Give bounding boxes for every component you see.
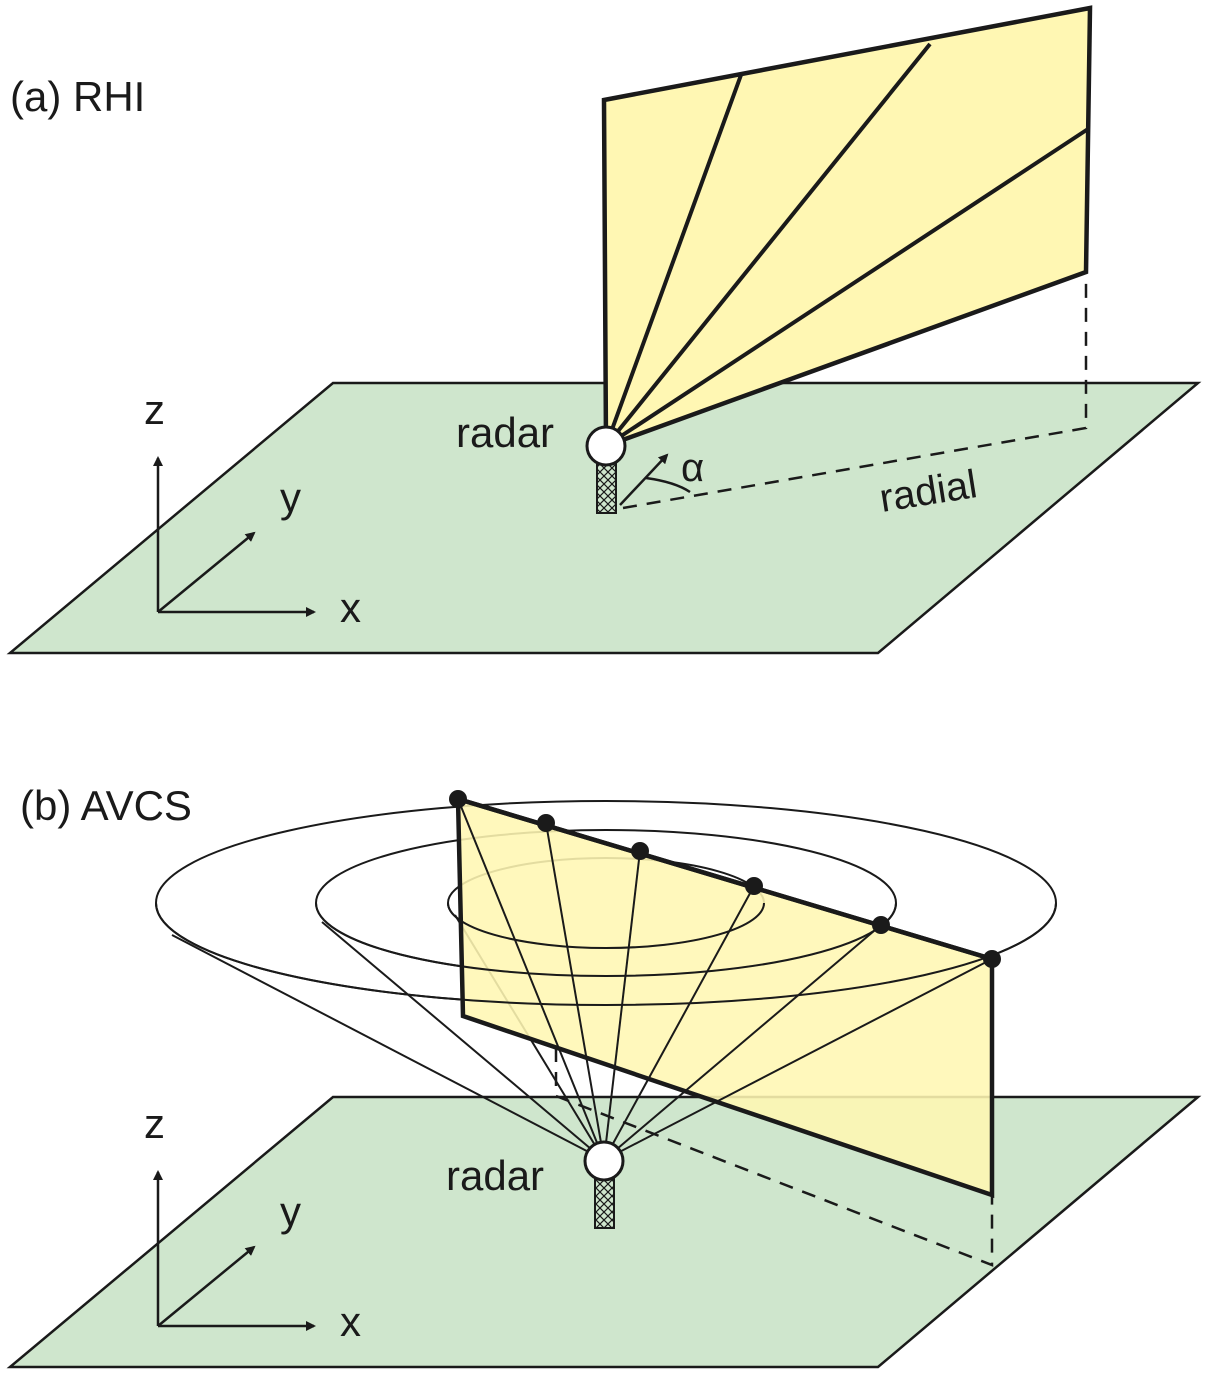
panel-a-title: (a) RHI [10, 73, 145, 120]
panel-b-title: (b) AVCS [20, 782, 192, 829]
intersection-points [449, 790, 1001, 968]
intersection-point-4 [745, 877, 763, 895]
rhi-beam-3 [604, 127, 1090, 448]
radar-tower-a [596, 459, 617, 514]
x-axis-label-a: x [340, 584, 361, 631]
axes-b [153, 1170, 316, 1331]
cone-front-arc-outer [155, 902, 1057, 1006]
radar-dish-a [585, 425, 627, 467]
intersection-point-6 [983, 950, 1001, 968]
radar-label-a: radar [456, 409, 554, 456]
rhi-beams [604, 42, 1090, 448]
y-axis-b [157, 1245, 256, 1327]
radar-dish-b [583, 1140, 625, 1182]
intersection-point-3 [631, 842, 649, 860]
radar-tower-b [594, 1174, 615, 1229]
intersection-point-1 [449, 790, 467, 808]
radial-dashed-projection [622, 275, 1088, 510]
y-axis-label-b: y [280, 1188, 301, 1235]
avcs-beam-2 [603, 924, 882, 1161]
z-axis-label-b: z [144, 1100, 165, 1147]
avcs-beam-6 [457, 798, 605, 1161]
cone-front-arc-inner [447, 902, 765, 949]
z-axis-label-a: z [144, 386, 165, 433]
y-axis-label-a: y [280, 474, 301, 521]
cone-edge-middle-left [321, 921, 605, 1161]
panel-b-avcs: (b) AVCS radar z y x [6, 782, 1202, 1369]
avcs-beam-5 [545, 822, 605, 1161]
x-axis-label-b: x [340, 1298, 361, 1345]
cone-edge-outer-left [171, 934, 605, 1161]
alpha-arrow [619, 453, 669, 506]
avcs-beams [457, 798, 993, 1161]
ground-plane-a [6, 381, 1202, 655]
rhi-beam-2 [604, 42, 932, 448]
intersection-point-2 [537, 814, 555, 832]
avcs-dashed-projection [554, 1048, 994, 1267]
alpha-label: α [681, 446, 704, 490]
cone-front-arc-middle [315, 902, 897, 977]
intersection-point-5 [872, 916, 890, 934]
y-axis-a [157, 531, 256, 613]
cone-front-arcs [155, 902, 1057, 1006]
alpha-arc [645, 476, 691, 494]
rhi-beam-1 [604, 74, 743, 447]
panel-a-rhi: (a) RHI radar α radial z y x [6, 5, 1202, 655]
axes-a [153, 456, 316, 617]
rhi-scan-plane [601, 5, 1093, 450]
avcs-beam-1 [603, 958, 993, 1161]
radar-label-b: radar [446, 1152, 544, 1199]
